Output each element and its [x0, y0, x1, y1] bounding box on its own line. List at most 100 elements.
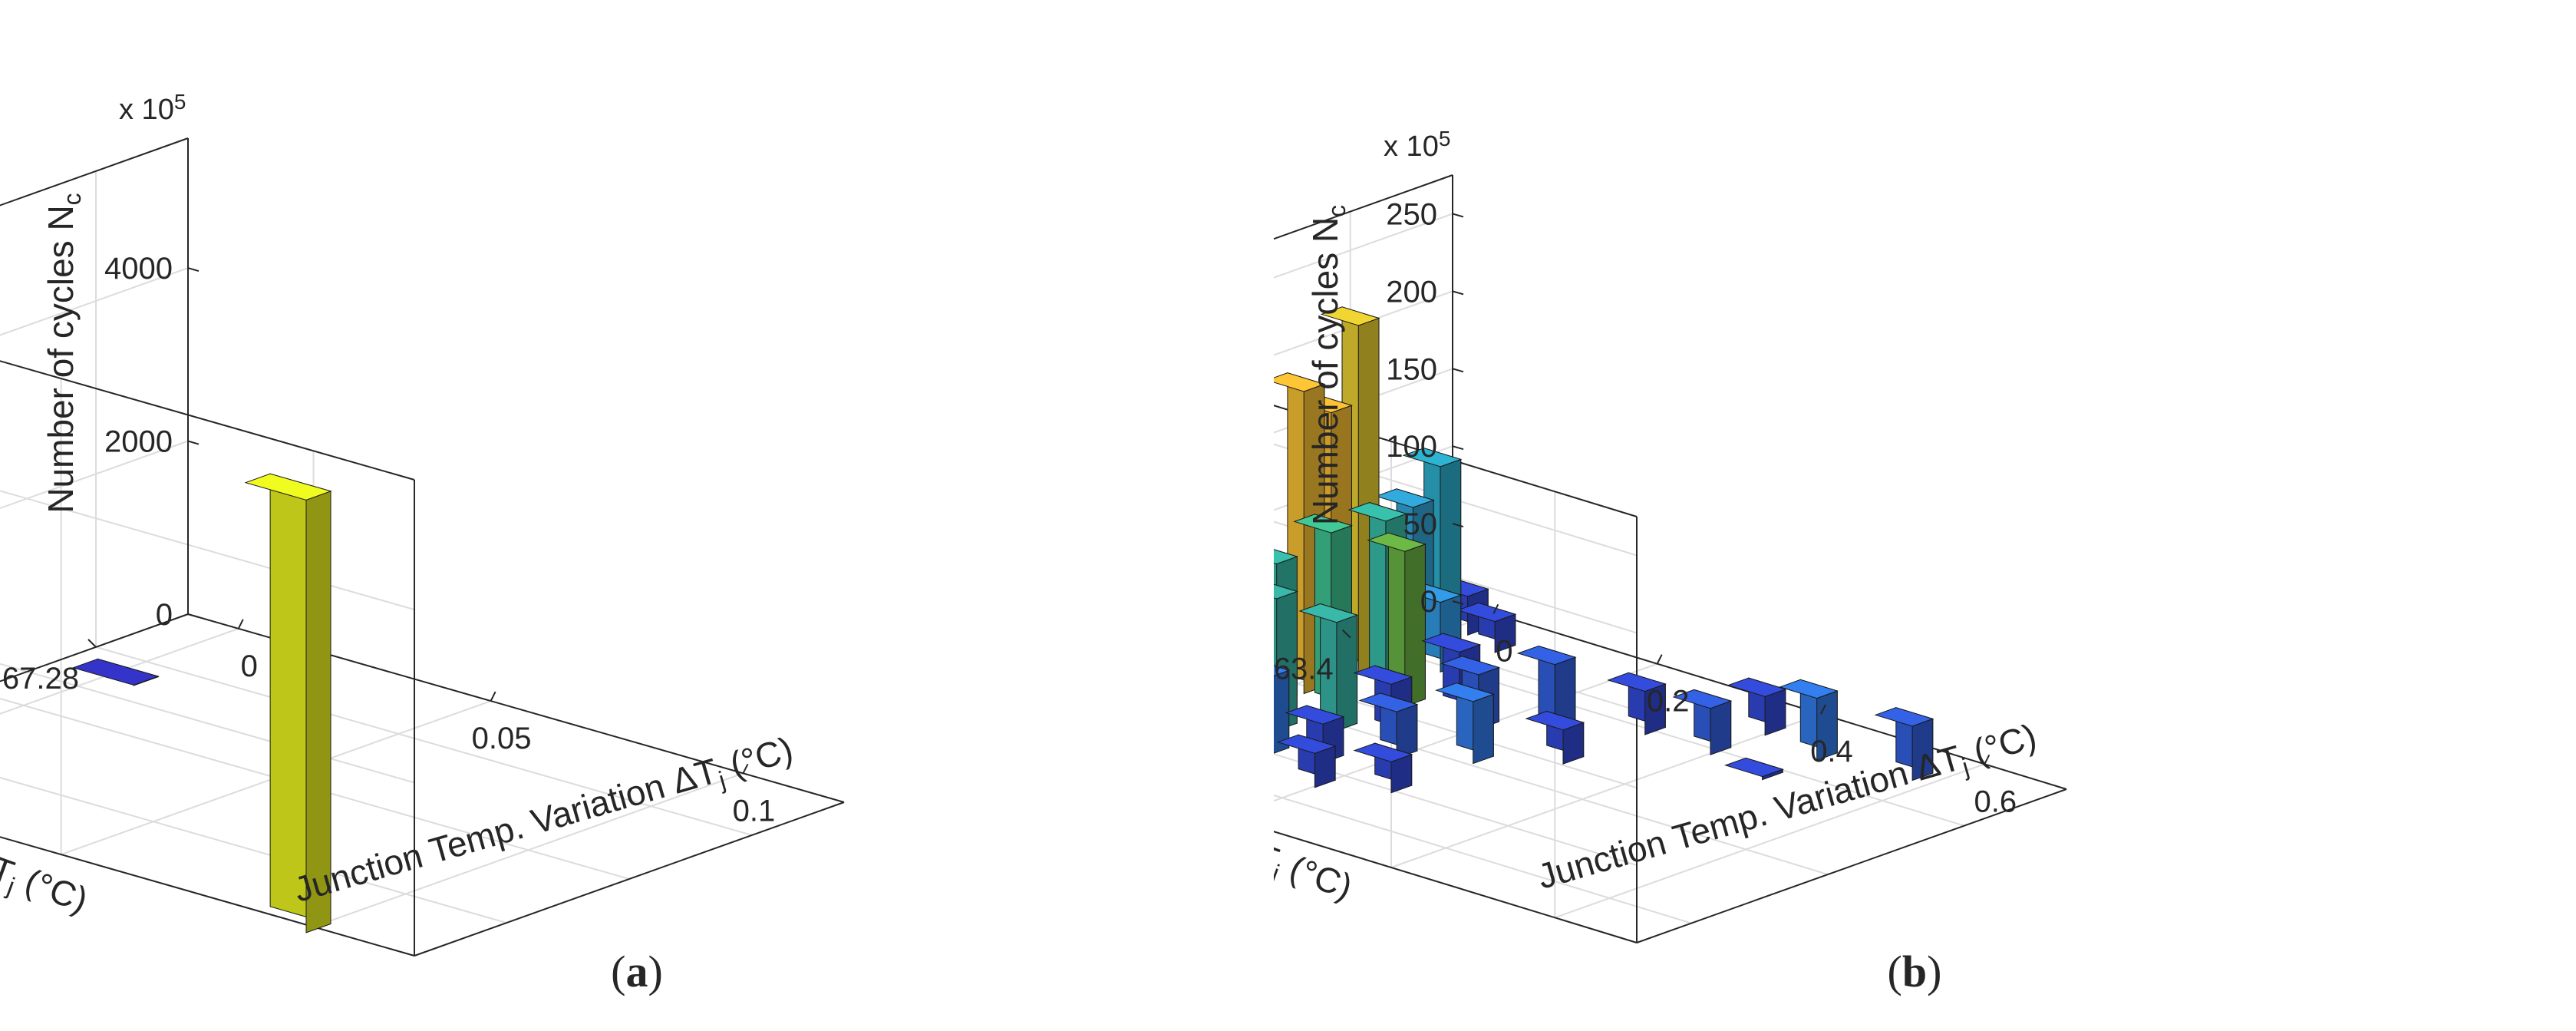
- bar-top-face: [1353, 665, 1413, 685]
- bar-top-face: [1367, 532, 1427, 552]
- bar: [1456, 602, 1517, 653]
- bar: [1779, 679, 1839, 762]
- axis-edge: [0, 836, 415, 957]
- x-tick-label: 0.1: [733, 794, 776, 828]
- z-axis-label: Number of cycles Nc: [1305, 205, 1351, 525]
- gridline-y: [1274, 794, 1692, 924]
- axis-edge: [0, 613, 189, 682]
- bar: [1276, 734, 1337, 788]
- x-tick-label: 0.4: [1810, 735, 1853, 768]
- y-tick-mark: [87, 639, 97, 648]
- x-tick-mark: [1820, 704, 1826, 715]
- bar-top-face: [1353, 742, 1413, 762]
- z-tick-label: 0: [1420, 585, 1437, 619]
- bar-top-face: [1274, 372, 1326, 392]
- bar: [1672, 689, 1733, 755]
- x-tick-mark: [1984, 754, 1991, 765]
- bar-top-face: [1727, 677, 1787, 697]
- bar-top-face: [1276, 734, 1337, 754]
- bar: [1727, 677, 1787, 736]
- x-tick-label: 0.6: [1974, 785, 2017, 818]
- bar: [1298, 603, 1359, 732]
- x-tick-label: 0: [1496, 634, 1512, 668]
- axis-edge: [0, 360, 415, 481]
- x-axis-label: Junction Temp. Variation ΔTj (°C): [289, 729, 798, 914]
- z-tick-label: 100: [1386, 430, 1437, 464]
- panel-caption: (a): [611, 947, 663, 996]
- axis-edge: [1636, 788, 2067, 943]
- z-axis-label: Number of cycles Nc: [41, 193, 86, 513]
- bar: [1525, 710, 1585, 765]
- x-tick-mark: [1492, 603, 1499, 614]
- bar: [71, 658, 160, 686]
- bar: [1874, 707, 1934, 782]
- bar: [1435, 682, 1495, 765]
- bar-top-face: [1274, 583, 1298, 600]
- bar-top-face: [1440, 656, 1500, 676]
- bar-top-face: [244, 473, 332, 501]
- gridline-x: [0, 627, 239, 715]
- y-tick-label: 67.28: [2, 662, 79, 696]
- gridline-y: [1274, 703, 1829, 876]
- bar-top-face: [1525, 710, 1585, 731]
- axis-edge: [1274, 831, 1638, 943]
- x-axis-label: Junction Temp. Variation ΔTj (°C): [1533, 715, 2042, 901]
- gridline-z: [0, 267, 415, 611]
- bar: [1724, 757, 1784, 781]
- z-tick-mark: [1452, 213, 1464, 218]
- bar-top-face: [1724, 757, 1784, 778]
- x-tick-mark: [237, 619, 244, 630]
- x-tick-mark: [490, 691, 496, 702]
- x-tick-label: 0: [241, 649, 258, 683]
- bar-side-face: [1710, 700, 1732, 755]
- bar-side-face: [1473, 693, 1494, 765]
- bar-top-face: [1274, 665, 1291, 676]
- gridline-y: [0, 697, 630, 880]
- bar-top-face: [1293, 514, 1353, 534]
- axis-edge: [414, 801, 845, 957]
- z-exponent: x 105: [119, 90, 186, 126]
- bar-top-face: [1516, 645, 1577, 666]
- x-tick-label: 0.05: [472, 722, 532, 755]
- bar: [1358, 692, 1419, 759]
- z-exponent: x 105: [1384, 127, 1450, 163]
- bar-top-face: [1672, 689, 1733, 709]
- bar-top-face: [1456, 602, 1517, 623]
- y-tick-label: 63.4: [1274, 653, 1334, 686]
- bar: [1274, 665, 1291, 754]
- bar-top-face: [1435, 682, 1495, 702]
- bar-top-face: [1285, 705, 1345, 725]
- z-tick-label: 200: [1386, 275, 1437, 309]
- gridline-x: [1274, 663, 1658, 802]
- axis-edge: [1274, 174, 1453, 240]
- bar-top-face: [1298, 603, 1359, 623]
- bar-top-face: [1874, 707, 1934, 727]
- y-tick-mark: [1341, 629, 1351, 639]
- y-axis-label: Mean Junction Temp. Tj (°C): [0, 731, 93, 925]
- gridline-z: [0, 440, 415, 784]
- z-tick-mark: [1452, 290, 1464, 296]
- x-tick-mark: [742, 763, 749, 774]
- z-tick-mark: [1452, 445, 1464, 451]
- bar: [1607, 672, 1667, 735]
- bar-top-face: [1320, 306, 1380, 326]
- z-tick-mark: [187, 613, 200, 618]
- z-tick-label: 50: [1403, 507, 1438, 541]
- z-tick-mark: [1452, 523, 1464, 528]
- x-tick-label: 0.2: [1647, 685, 1690, 719]
- bar-top-face: [71, 658, 160, 686]
- z-tick-mark: [1452, 600, 1464, 605]
- z-tick-label: 2000: [104, 425, 173, 459]
- chart-b: 05010015020025000.20.40.66363.263.4Numbe…: [1274, 127, 2067, 996]
- gridline-y: [95, 170, 753, 836]
- x-tick-mark: [1656, 654, 1663, 665]
- z-tick-label: 4000: [104, 252, 173, 286]
- bar-side-face: [1764, 689, 1786, 736]
- panel-caption: (b): [1888, 947, 1942, 996]
- bar-top-face: [1402, 448, 1463, 468]
- bar-top-face: [1347, 502, 1408, 522]
- bar: [1353, 742, 1413, 794]
- z-tick-label: 250: [1386, 197, 1437, 231]
- bar-top-face: [1421, 633, 1482, 653]
